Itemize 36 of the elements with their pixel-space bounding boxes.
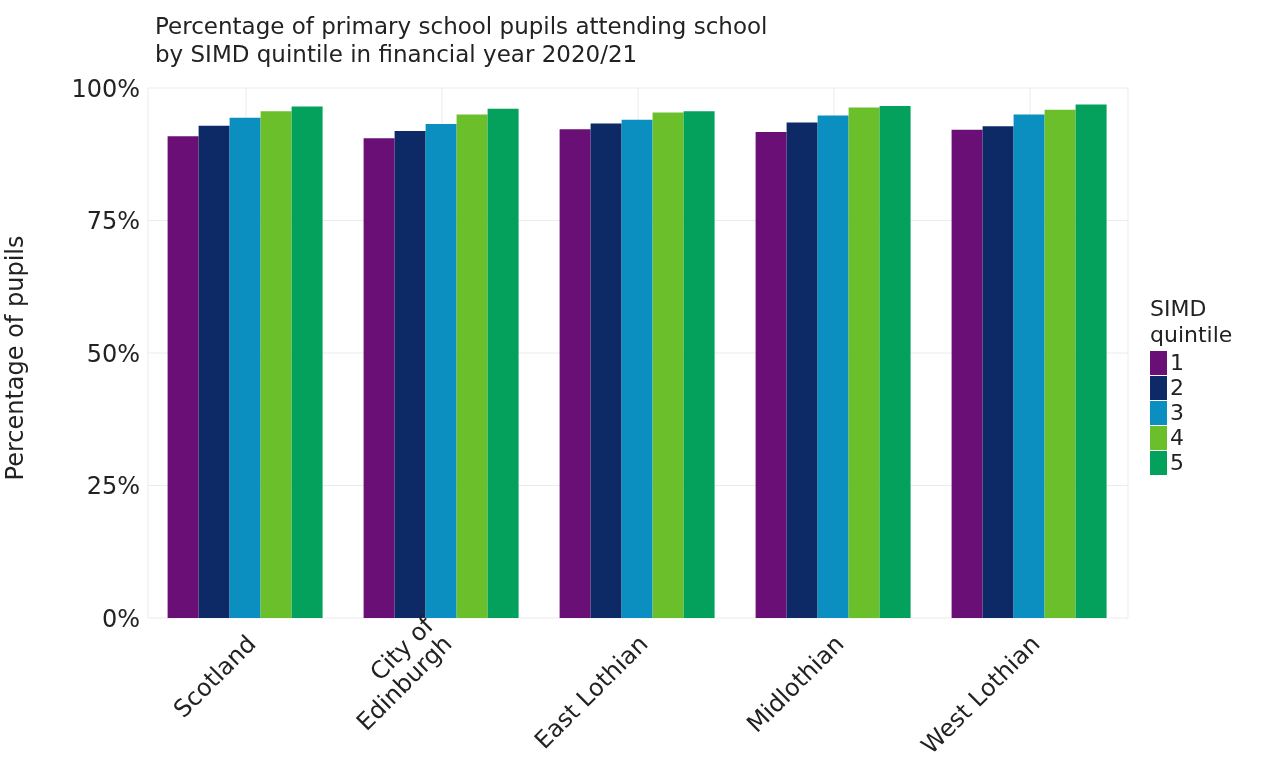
bar [456,114,488,618]
bar [260,111,292,618]
bar [291,106,323,618]
bar [1075,104,1107,618]
bar [487,108,519,618]
bar [848,107,880,618]
bar [559,129,591,618]
y-tick-label: 100% [71,74,140,103]
y-tick-label: 0% [101,604,140,633]
y-tick-label: 75% [86,207,140,236]
chart-title: Percentage of primary school pupils attending school by SIMD quintile in financial year 2020/21 [155,12,768,68]
bar [167,136,199,618]
bar [786,122,818,618]
legend-label: 4 [1170,425,1184,450]
bar [817,115,849,618]
bar [755,131,787,618]
bar [951,129,983,618]
legend-label: 1 [1170,350,1184,375]
bar [1013,114,1045,618]
bar [363,138,395,618]
y-axis-title: Percentage of pupils [1,235,29,481]
bar [879,106,911,618]
y-tick-label: 50% [86,339,140,368]
bar [982,126,1014,618]
bar [683,111,715,618]
legend-label: 2 [1170,375,1184,400]
bar [229,117,261,618]
legend-label: 5 [1170,450,1184,475]
bar [621,119,653,618]
bar [590,123,622,618]
y-tick-label: 25% [86,472,140,501]
legend-title: SIMD quintile [1150,296,1233,348]
legend-label: 3 [1170,400,1184,425]
bar [198,125,230,618]
bar [1044,109,1076,618]
bar [652,112,684,618]
